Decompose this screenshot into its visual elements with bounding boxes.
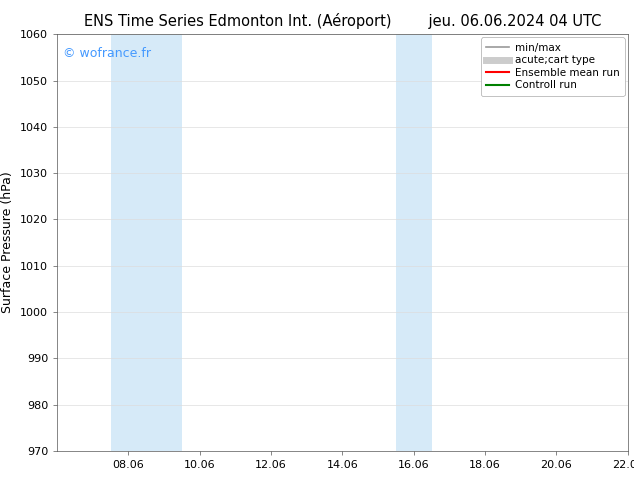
Bar [396, 34, 432, 451]
Legend: min/max, acute;cart type, Ensemble mean run, Controll run: min/max, acute;cart type, Ensemble mean … [481, 37, 624, 96]
Y-axis label: Surface Pressure (hPa): Surface Pressure (hPa) [1, 172, 15, 314]
Bar [110, 34, 182, 451]
Title: ENS Time Series Edmonton Int. (Aéroport)        jeu. 06.06.2024 04 UTC: ENS Time Series Edmonton Int. (Aéroport)… [84, 13, 601, 29]
Text: © wofrance.fr: © wofrance.fr [63, 47, 151, 60]
